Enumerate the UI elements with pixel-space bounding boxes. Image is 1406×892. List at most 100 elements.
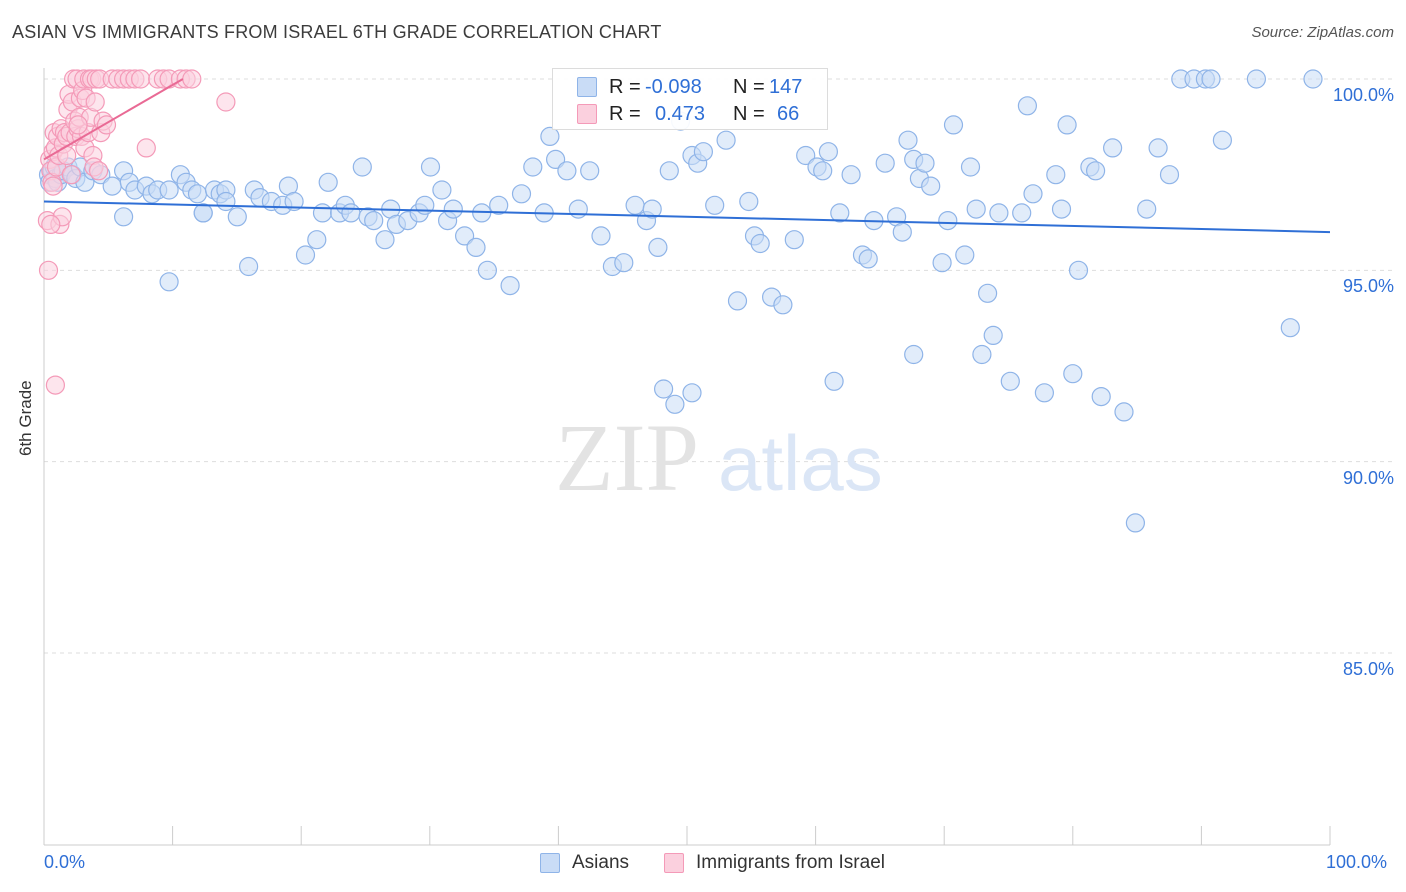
asians-point [1023, 184, 1043, 204]
asians-point [1212, 130, 1233, 150]
asians-point [841, 165, 861, 185]
israel-legend-swatch [664, 853, 684, 873]
asians-point [568, 199, 588, 219]
israel-point [182, 69, 202, 89]
asians-point [1125, 513, 1146, 533]
asians-point [625, 195, 645, 215]
series-legend: Asians Immigrants from Israel [0, 852, 1406, 878]
asians-point [187, 184, 208, 204]
asians-point [966, 199, 986, 219]
stats-row-israel: R = 0.473 N = 66 [553, 100, 827, 128]
asians-point [1034, 383, 1055, 403]
asians-point [1159, 165, 1180, 185]
watermark-atlas: atlas [718, 419, 883, 507]
asians-point [648, 237, 668, 257]
asians-point [915, 153, 935, 173]
israel-legend-label: Immigrants from Israel [696, 852, 885, 873]
asians-point [102, 176, 122, 196]
source-label: Source: ZipAtlas.com [1251, 24, 1394, 41]
asians-point [1085, 161, 1106, 181]
asians-point [420, 157, 441, 177]
asians-point [943, 115, 964, 135]
asians-point [693, 142, 714, 162]
asians-point [318, 172, 338, 192]
asians-point [1114, 402, 1134, 422]
asians-point [1148, 138, 1168, 158]
y-tick-label: 85.0% [1342, 659, 1394, 679]
grid-lines [44, 78, 1394, 654]
asians-point [1046, 165, 1066, 185]
asians-point [1201, 69, 1221, 89]
asians-point [1017, 96, 1038, 116]
asians-point [557, 161, 577, 181]
asians-point [983, 325, 1003, 345]
israel-point [85, 92, 105, 112]
asians-point [955, 245, 975, 265]
asians-point [1303, 69, 1323, 89]
asians-point [466, 237, 486, 257]
asians-point [921, 176, 941, 196]
asians-point [665, 394, 685, 414]
asians-point [500, 276, 520, 296]
asians-point [159, 180, 179, 200]
axes [43, 68, 1331, 846]
asians-point [352, 157, 372, 177]
watermark-zip: ZIP [555, 404, 699, 511]
asians-point [830, 203, 850, 223]
israel-point [131, 69, 151, 89]
asians-point [989, 203, 1009, 223]
asians-point [375, 230, 395, 250]
asians-point [1063, 364, 1083, 384]
asians-point [580, 161, 600, 181]
israel-point [38, 260, 59, 280]
asians-swatch [577, 77, 597, 97]
data-points [37, 69, 1323, 533]
asians-point [727, 291, 748, 311]
asians-point [1137, 199, 1157, 219]
asians-point [239, 256, 259, 277]
y-tick-label: 100.0% [1332, 85, 1394, 105]
asians-point [1000, 371, 1020, 391]
asians-point [159, 272, 179, 292]
asians-point [653, 379, 674, 399]
asians-point [1068, 260, 1089, 280]
asians-point [341, 203, 361, 223]
y-tick-label: 90.0% [1342, 467, 1394, 488]
asians-legend-label: Asians [572, 852, 630, 873]
asians-point [1091, 387, 1111, 407]
n-value: 66 [777, 102, 800, 125]
israel-swatch [577, 104, 597, 124]
asians-point [432, 180, 452, 200]
asians-point [875, 153, 895, 173]
legend-item-asians: Asians [540, 852, 629, 874]
asians-point [705, 195, 725, 215]
asians-point [511, 184, 532, 204]
r-label: R = [609, 75, 641, 98]
r-label: R = [609, 102, 641, 125]
asians-point [796, 145, 816, 166]
asians-point [750, 233, 770, 254]
israel-point [43, 176, 63, 196]
asians-point [642, 199, 662, 219]
asians-point [773, 295, 793, 315]
israel-trend-line [43, 78, 184, 161]
asians-point [938, 211, 958, 231]
watermark: ZIP atlas [555, 404, 883, 511]
asians-point [716, 130, 736, 150]
asians-point [904, 344, 924, 365]
n-value: 147 [769, 75, 803, 98]
asians-point [858, 249, 878, 269]
asians-point [972, 344, 992, 365]
trend-lines [43, 78, 1331, 234]
asians-point [489, 195, 509, 215]
asians-point [1051, 199, 1072, 219]
asians-point [614, 253, 634, 273]
israel-point [88, 161, 109, 181]
asians-point [818, 142, 839, 162]
asians-point [977, 283, 998, 303]
asians-point [1280, 318, 1300, 338]
asians-point [540, 126, 560, 146]
asians-legend-swatch [540, 853, 560, 873]
asians-point [659, 161, 679, 181]
asians-point [295, 245, 316, 265]
